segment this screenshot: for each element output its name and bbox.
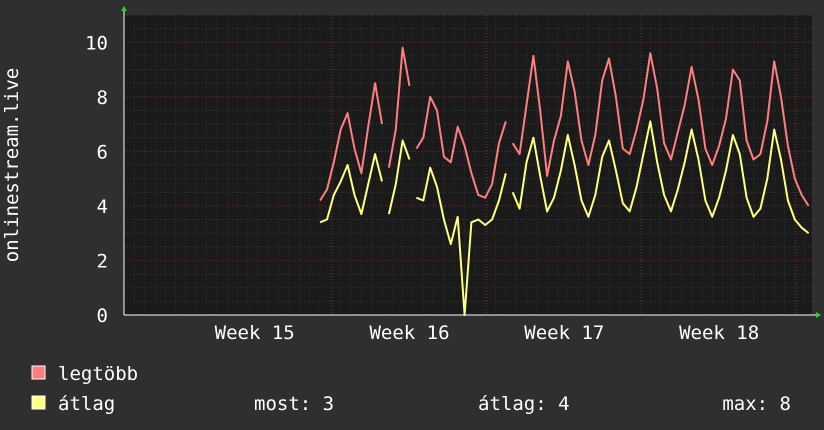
x-axis-arrow bbox=[816, 312, 821, 318]
x-tick-label: Week 15 bbox=[215, 322, 295, 344]
legend-label: legtöbb bbox=[58, 363, 138, 385]
stat-atlag: átlag: 4 bbox=[478, 393, 570, 415]
series-line-segment bbox=[511, 120, 810, 234]
legend-label: átlag bbox=[58, 393, 115, 415]
legend-swatch bbox=[31, 365, 46, 380]
stat-max: max: 8 bbox=[722, 393, 791, 415]
x-tick-label: Week 16 bbox=[369, 322, 449, 344]
series-line-segment bbox=[416, 166, 507, 316]
series-line-segment bbox=[319, 153, 383, 224]
legend-swatch bbox=[31, 395, 46, 410]
series-line-segment bbox=[511, 52, 810, 207]
y-axis-title: onlinestream.live bbox=[1, 68, 23, 262]
y-tick-label: 2 bbox=[97, 250, 108, 272]
series-line-segment bbox=[387, 46, 411, 168]
y-tick-label: 0 bbox=[97, 305, 108, 327]
stat-most: most: 3 bbox=[254, 393, 334, 415]
y-tick-label: 10 bbox=[85, 32, 108, 54]
y-tick-label: 4 bbox=[97, 196, 108, 218]
series-line-segment bbox=[387, 139, 411, 215]
y-tick-label: 8 bbox=[97, 87, 108, 109]
series-line-segment bbox=[319, 82, 383, 202]
x-tick-label: Week 18 bbox=[679, 322, 759, 344]
y-tick-label: 6 bbox=[97, 141, 108, 163]
y-axis-arrow bbox=[121, 6, 127, 11]
series-line-segment bbox=[415, 95, 507, 199]
x-tick-label: Week 17 bbox=[524, 322, 604, 344]
